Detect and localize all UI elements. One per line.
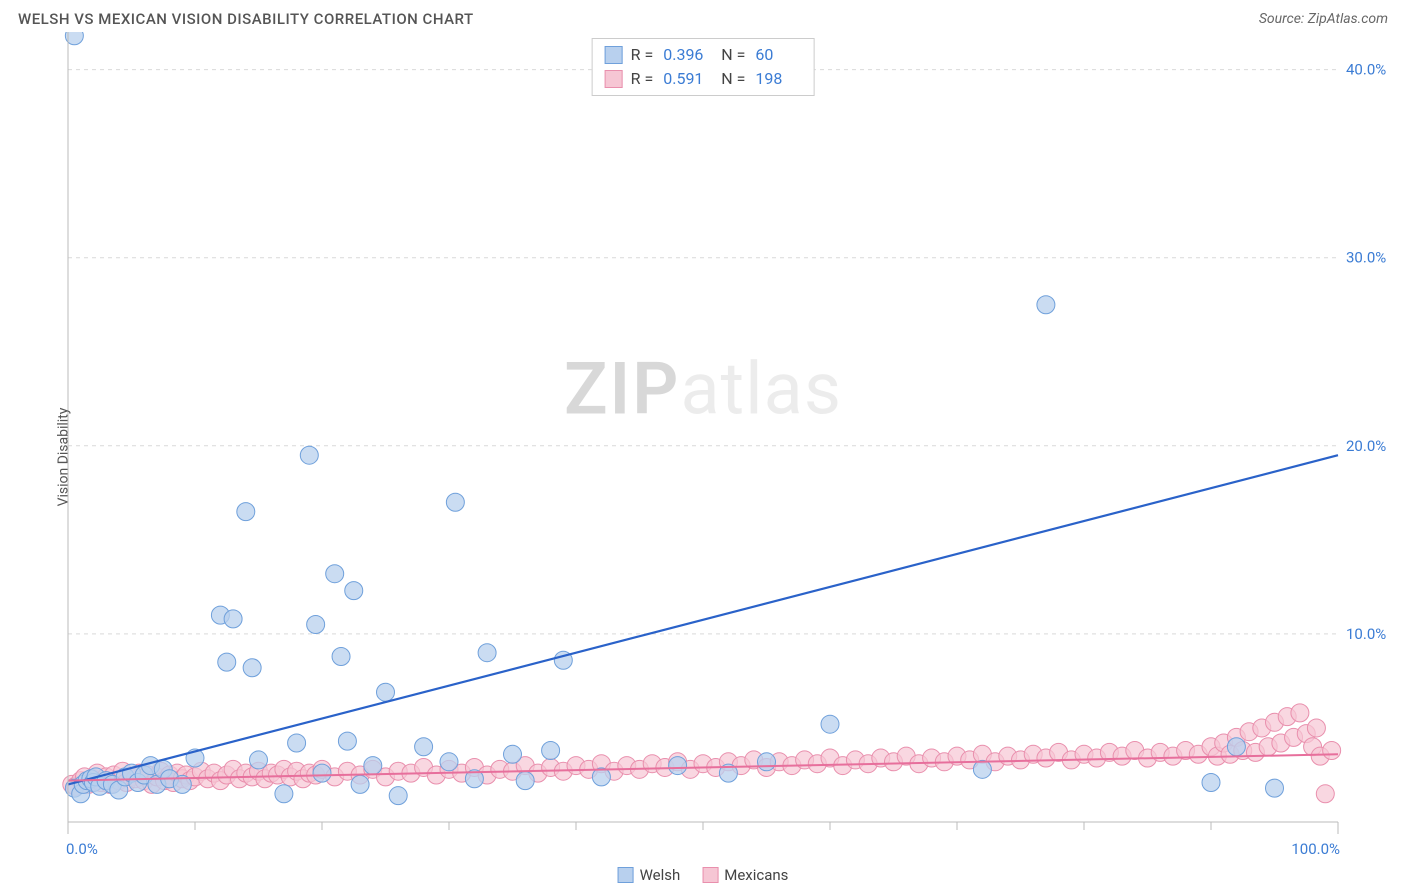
legend-swatch	[618, 867, 634, 883]
legend-n-value: 198	[755, 67, 801, 91]
svg-text:40.0%: 40.0%	[1346, 61, 1386, 79]
chart-title: WELSH VS MEXICAN VISION DISABILITY CORRE…	[18, 10, 474, 28]
y-axis-label: Vision Disability	[55, 408, 71, 507]
legend-item: Welsh	[618, 866, 681, 884]
svg-text:0.0%: 0.0%	[66, 840, 98, 858]
legend-stats-row: R = 0.396 N = 60	[605, 43, 802, 67]
svg-text:10.0%: 10.0%	[1346, 625, 1386, 643]
chart-container: Vision Disability 10.0% 20.0% 30.0% 40.0% 0.…	[18, 32, 1388, 882]
scatter-chart: 10.0% 20.0% 30.0% 40.0% 0.0% 100.0%	[18, 32, 1388, 882]
legend-item: Mexicans	[702, 866, 788, 884]
legend-series: Welsh Mexicans	[618, 866, 789, 884]
legend-stats-row: R = 0.591 N = 198	[605, 67, 802, 91]
svg-text:100.0%: 100.0%	[1291, 840, 1340, 858]
legend-label: Mexicans	[724, 866, 788, 884]
legend-swatch	[605, 46, 623, 64]
chart-header: WELSH VS MEXICAN VISION DISABILITY CORRE…	[0, 0, 1406, 32]
legend-swatch	[605, 70, 623, 88]
legend-r-value: 0.591	[663, 67, 709, 91]
legend-stats: R = 0.396 N = 60 R = 0.591 N = 198	[592, 38, 815, 96]
legend-n-value: 60	[755, 43, 801, 67]
legend-label: Welsh	[640, 866, 681, 884]
legend-r-value: 0.396	[663, 43, 709, 67]
svg-text:30.0%: 30.0%	[1346, 249, 1386, 267]
svg-text:20.0%: 20.0%	[1346, 437, 1386, 455]
legend-swatch	[702, 867, 718, 883]
chart-source: Source: ZipAtlas.com	[1259, 11, 1388, 27]
